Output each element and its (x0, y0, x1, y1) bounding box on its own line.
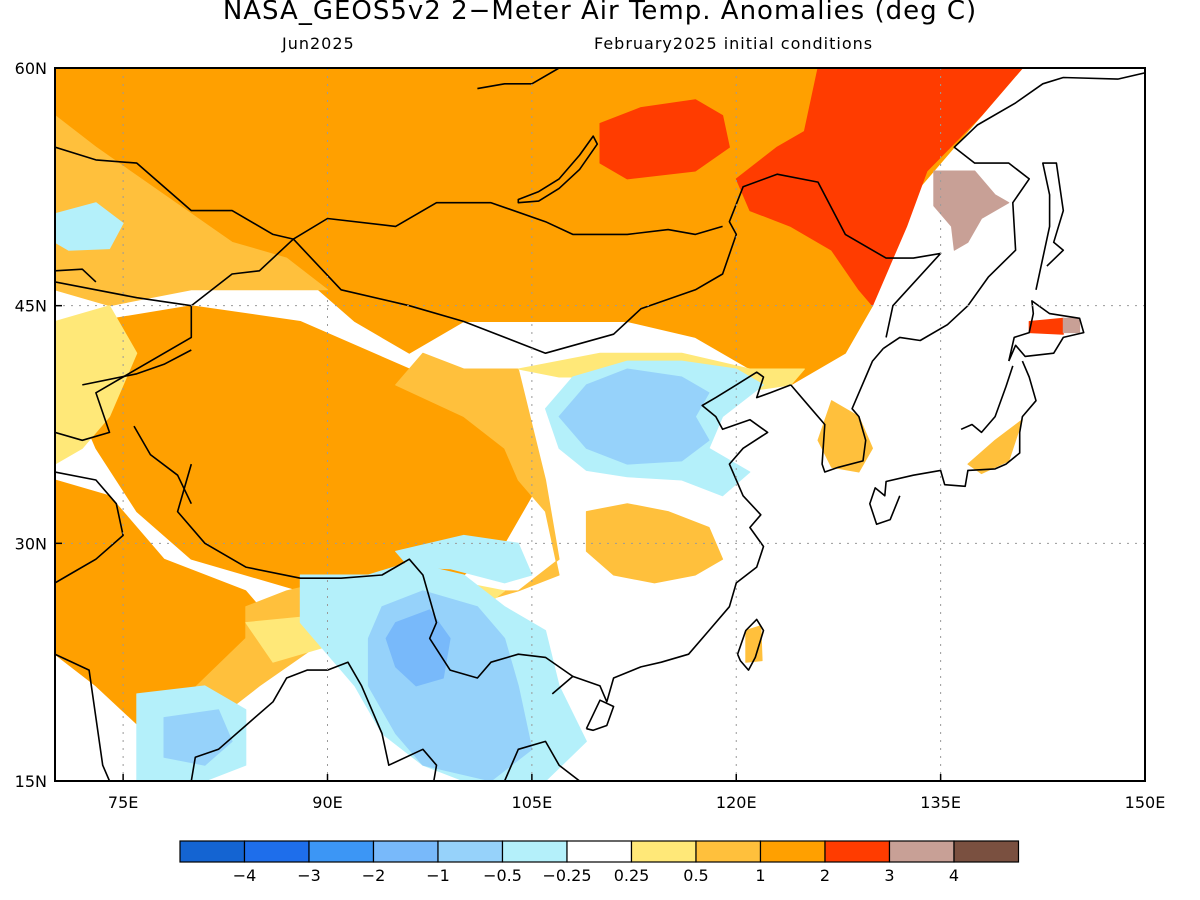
anomaly-region (55, 305, 138, 465)
coastline-path (477, 68, 560, 90)
colorbar-swatch (630, 840, 697, 863)
coastline-path (551, 371, 792, 703)
colorbar-swatch (501, 840, 568, 863)
colorbar-swatch (372, 840, 439, 863)
coastline-path (869, 360, 1037, 526)
anomaly-region (967, 419, 1023, 475)
lon-tick-label: 75E (108, 793, 138, 812)
coastline-path (450, 780, 452, 781)
colorbar-swatch (695, 840, 762, 863)
colorbar-label: −3 (297, 866, 321, 885)
coastline-path (82, 349, 192, 386)
coastline-path (55, 146, 294, 240)
colorbar-label: 4 (949, 866, 959, 885)
colorbar-label: 0.5 (683, 866, 708, 885)
map-frame (54, 67, 1146, 782)
colorbar-swatch (566, 840, 633, 863)
colorbar-label: −1 (426, 866, 450, 885)
coastline-path (190, 661, 438, 781)
lon-tick-label: 150E (1125, 793, 1166, 812)
coastline-path (736, 618, 765, 671)
lake-outline (517, 135, 599, 204)
axis-labels: 75E 90E 105E 120E 135E 150E 15N 30N 45N 60N (15, 59, 1166, 812)
colorbar-swatch (888, 840, 955, 863)
anomaly-region (585, 503, 724, 584)
init-conditions-label: February2025 initial conditions (594, 34, 874, 53)
coastline-path (55, 471, 124, 584)
coastline-path (292, 201, 723, 240)
coastline-path (790, 347, 885, 473)
coastline-path (190, 173, 942, 354)
lat-tick-label: 60N (15, 59, 47, 78)
coastline-path (176, 463, 574, 679)
lon-tick-label: 105E (512, 793, 553, 812)
anomaly-region (55, 202, 124, 251)
coastline-path (960, 365, 1014, 434)
anomaly-region (933, 170, 1010, 251)
lon-tick-label: 120E (716, 793, 757, 812)
colorbar-label: −0.25 (542, 866, 591, 885)
coastline-path (1035, 162, 1065, 290)
coastline-path (55, 281, 193, 442)
anomaly-region (745, 625, 763, 663)
colorbar-label: 0.25 (614, 866, 650, 885)
lat-tick-label: 45N (15, 297, 47, 316)
lon-tick-label: 135E (920, 793, 961, 812)
coastline-path (882, 72, 1145, 350)
anomaly-region (735, 68, 1023, 307)
anomaly-region (163, 709, 233, 766)
anomaly-region (599, 99, 730, 180)
colorbar: −4 −3 −2 −1 −0.5 −0.25 0.25 0.5 1 2 3 4 (179, 840, 1020, 885)
anomaly-region (1062, 317, 1081, 334)
lat-tick-label: 30N (15, 534, 47, 553)
anomaly-region (558, 368, 710, 465)
colorbar-label: −4 (233, 866, 257, 885)
coastline-path (55, 653, 111, 781)
colorbar-swatch (953, 840, 1020, 863)
coastline-path (55, 268, 97, 283)
colorbar-label: −2 (362, 866, 386, 885)
coastlines (55, 68, 1145, 781)
colorbar-swatch (308, 840, 375, 863)
lon-tick-label: 90E (312, 793, 342, 812)
coastline-path (503, 740, 581, 781)
coastline-path (585, 699, 615, 732)
coastline-path (1008, 300, 1085, 362)
colorbar-label: −0.5 (483, 866, 522, 885)
anomaly-region (55, 115, 328, 307)
map-title: NASA_GEOS5v2 2−Meter Air Temp. Anomalies… (222, 0, 978, 26)
colorbar-swatch (243, 840, 310, 863)
colorbar-swatch (179, 840, 246, 863)
colorbar-swatch (759, 840, 826, 863)
valid-month-label: Jun2025 (282, 34, 355, 53)
lat-lon-grid (55, 68, 1145, 781)
colorbar-swatch (824, 840, 891, 863)
anomaly-region (1028, 317, 1064, 335)
colorbar-label: 2 (820, 866, 830, 885)
colorbar-label: 1 (755, 866, 765, 885)
colorbar-swatch (437, 840, 504, 863)
coastline-path (133, 425, 193, 505)
lat-tick-label: 15N (15, 772, 47, 791)
colorbar-label: 3 (884, 866, 894, 885)
